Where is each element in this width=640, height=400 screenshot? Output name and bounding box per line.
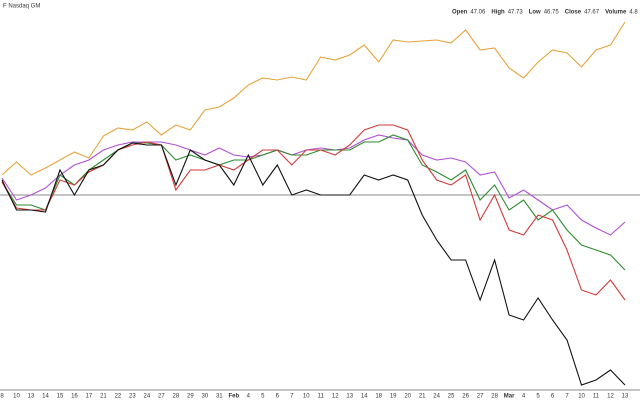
x-tick-label: 10 [303,394,310,400]
x-tick-label: 11 [318,394,325,400]
x-tick-label: 7 [290,394,294,400]
x-tick-label: 4 [522,394,526,400]
quote-label: Open [452,10,468,16]
x-tick-label: 28 [491,394,498,400]
quote-value: 47.06 [470,10,486,16]
x-tick-label: 19 [390,394,397,400]
x-tick-label: 18 [375,394,382,400]
x-tick-label: 27 [158,394,165,400]
quote-label: Close [565,10,582,16]
x-tick-label: 7 [565,394,569,400]
quote-value: 46.75 [544,10,560,16]
quote-value: 47.73 [508,10,524,16]
x-tick-label: 12 [607,394,614,400]
x-tick-label: 16 [71,394,78,400]
x-tick-label: Mar [504,394,515,400]
series-line [1,134,626,236]
x-tick-label: 10 [578,394,585,400]
x-tick-label: 11 [593,394,600,400]
series-line [1,124,626,301]
quote-label: Volume [605,10,627,16]
x-tick-label: 8 [0,394,4,400]
x-tick-label: 14 [361,394,368,400]
series-line [1,134,626,271]
x-tick-label: 25 [448,394,455,400]
quote-value: 47.67 [584,10,600,16]
series-line [1,21,626,176]
x-tick-label: 6 [276,394,280,400]
x-tick-label: 26 [462,394,469,400]
x-tick-label: 14 [42,394,49,400]
x-tick-label: 10 [13,394,20,400]
x-tick-label: 4 [247,394,251,400]
x-tick-label: 5 [536,394,540,400]
x-tick-label: 15 [57,394,64,400]
x-tick-label: 13 [28,394,35,400]
x-tick-label: 27 [477,394,484,400]
x-tick-label: 20 [404,394,411,400]
quote-label: High [491,10,505,16]
x-tick-label: 31 [216,394,223,400]
x-tick-label: 17 [86,394,93,400]
x-tick-label: 23 [129,394,136,400]
x-tick-label: 12 [332,394,339,400]
symbol-label: F Nasdaq GM [3,4,40,10]
x-tick-label: 29 [187,394,194,400]
quote-value: 4.8 [629,10,638,16]
quote-bar: Open 47.06 High 47.73 Low 46.75 Close 47.67 Volu… [452,10,638,16]
x-tick-label: 24 [144,394,151,400]
x-tick-label: 6 [551,394,555,400]
x-tick-label: 22 [115,394,122,400]
x-tick-label: 13 [346,394,353,400]
x-tick-label: 30 [201,394,208,400]
x-tick-label: 5 [261,394,265,400]
x-tick-label: 24 [433,394,440,400]
series-line [1,142,626,386]
x-tick-label: 13 [622,394,629,400]
x-tick-label: 28 [173,394,180,400]
x-tick-label: 21 [100,394,107,400]
x-tick-label: 21 [419,394,426,400]
quote-label: Low [529,10,541,16]
x-tick-label: Feb [228,394,239,400]
